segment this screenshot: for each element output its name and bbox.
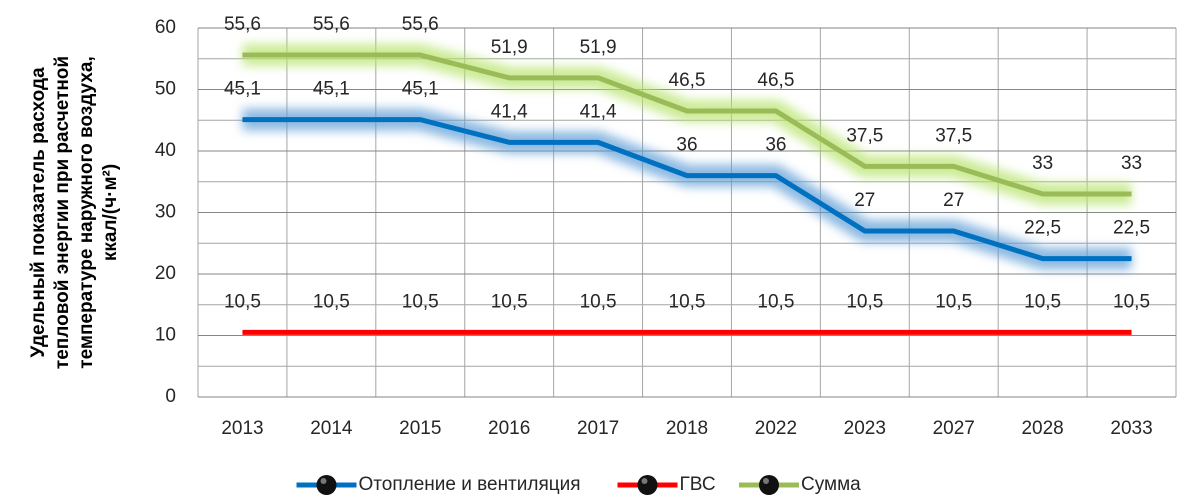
legend-label: Отопление и вентиляция [359, 474, 581, 495]
legend-marker [316, 475, 337, 495]
y-tick-label: 60 [155, 17, 176, 38]
legend-marker-shine [641, 478, 648, 484]
data-label: 10,5 [402, 291, 439, 312]
x-tick-label: 2014 [310, 418, 353, 439]
legend-marker-shine [320, 478, 327, 484]
x-tick-label: 2018 [666, 418, 708, 439]
y-axis-title-line: ккал/(ч·м²) [100, 164, 121, 261]
data-label: 10,5 [1024, 291, 1061, 312]
y-axis-title-line: температуре наружного воздуха, [76, 56, 97, 368]
data-label: 33 [1032, 153, 1053, 174]
x-tick-label: 2033 [1110, 418, 1152, 439]
data-label: 10,5 [935, 291, 972, 312]
data-label: 51,9 [580, 37, 617, 58]
x-tick-label: 2022 [755, 418, 797, 439]
data-label: 10,5 [224, 291, 261, 312]
data-label: 37,5 [935, 125, 972, 146]
data-label: 45,1 [402, 79, 439, 100]
data-label: 27 [854, 190, 875, 211]
x-tick-label: 2017 [577, 418, 619, 439]
y-tick-label: 40 [155, 140, 176, 161]
y-tick-label: 20 [155, 263, 176, 284]
x-tick-label: 2023 [844, 418, 886, 439]
legend-marker-shine [763, 478, 769, 484]
data-label: 36 [765, 135, 786, 156]
y-tick-label: 50 [155, 79, 176, 100]
x-tick-label: 2015 [399, 418, 441, 439]
y-tick-label: 30 [155, 202, 176, 223]
legend-label: ГВС [680, 474, 716, 495]
data-label: 10,5 [757, 291, 794, 312]
data-label: 10,5 [491, 291, 528, 312]
data-label: 45,1 [313, 79, 350, 100]
x-tick-label: 2027 [933, 418, 975, 439]
data-label: 55,6 [313, 14, 350, 35]
y-axis-title: Удельный показатель расхода тепловой энер… [28, 56, 121, 369]
data-label: 41,4 [491, 101, 528, 122]
x-tick-label: 2013 [221, 418, 263, 439]
x-tick-label: 2016 [488, 418, 530, 439]
series-line [242, 52, 1132, 197]
data-label: 55,6 [224, 14, 261, 35]
data-label: 22,5 [1113, 218, 1150, 239]
series-line [242, 117, 1132, 262]
data-label: 45,1 [224, 79, 261, 100]
data-label: 10,5 [669, 291, 706, 312]
data-label: 55,6 [402, 14, 439, 35]
data-label: 46,5 [757, 70, 794, 91]
legend-marker [637, 475, 658, 495]
y-tick-label: 0 [165, 386, 176, 407]
data-label: 37,5 [846, 125, 883, 146]
data-label: 22,5 [1024, 218, 1061, 239]
legend-marker [759, 475, 779, 495]
data-label: 51,9 [491, 37, 528, 58]
y-tick-label: 10 [155, 325, 176, 346]
data-label: 36 [676, 135, 697, 156]
data-label: 27 [943, 190, 964, 211]
y-axis-title-line: Удельный показатель расхода [28, 67, 49, 358]
legend-label: Сумма [801, 474, 861, 495]
x-tick-label: 2028 [1021, 418, 1063, 439]
data-label: 41,4 [580, 101, 617, 122]
data-label: 10,5 [580, 291, 617, 312]
data-label: 46,5 [669, 70, 706, 91]
data-label: 10,5 [846, 291, 883, 312]
y-axis-title-line: тепловой энергии при расчетной [52, 56, 73, 369]
data-label: 10,5 [1113, 291, 1150, 312]
data-label: 33 [1121, 153, 1142, 174]
data-label: 10,5 [313, 291, 350, 312]
